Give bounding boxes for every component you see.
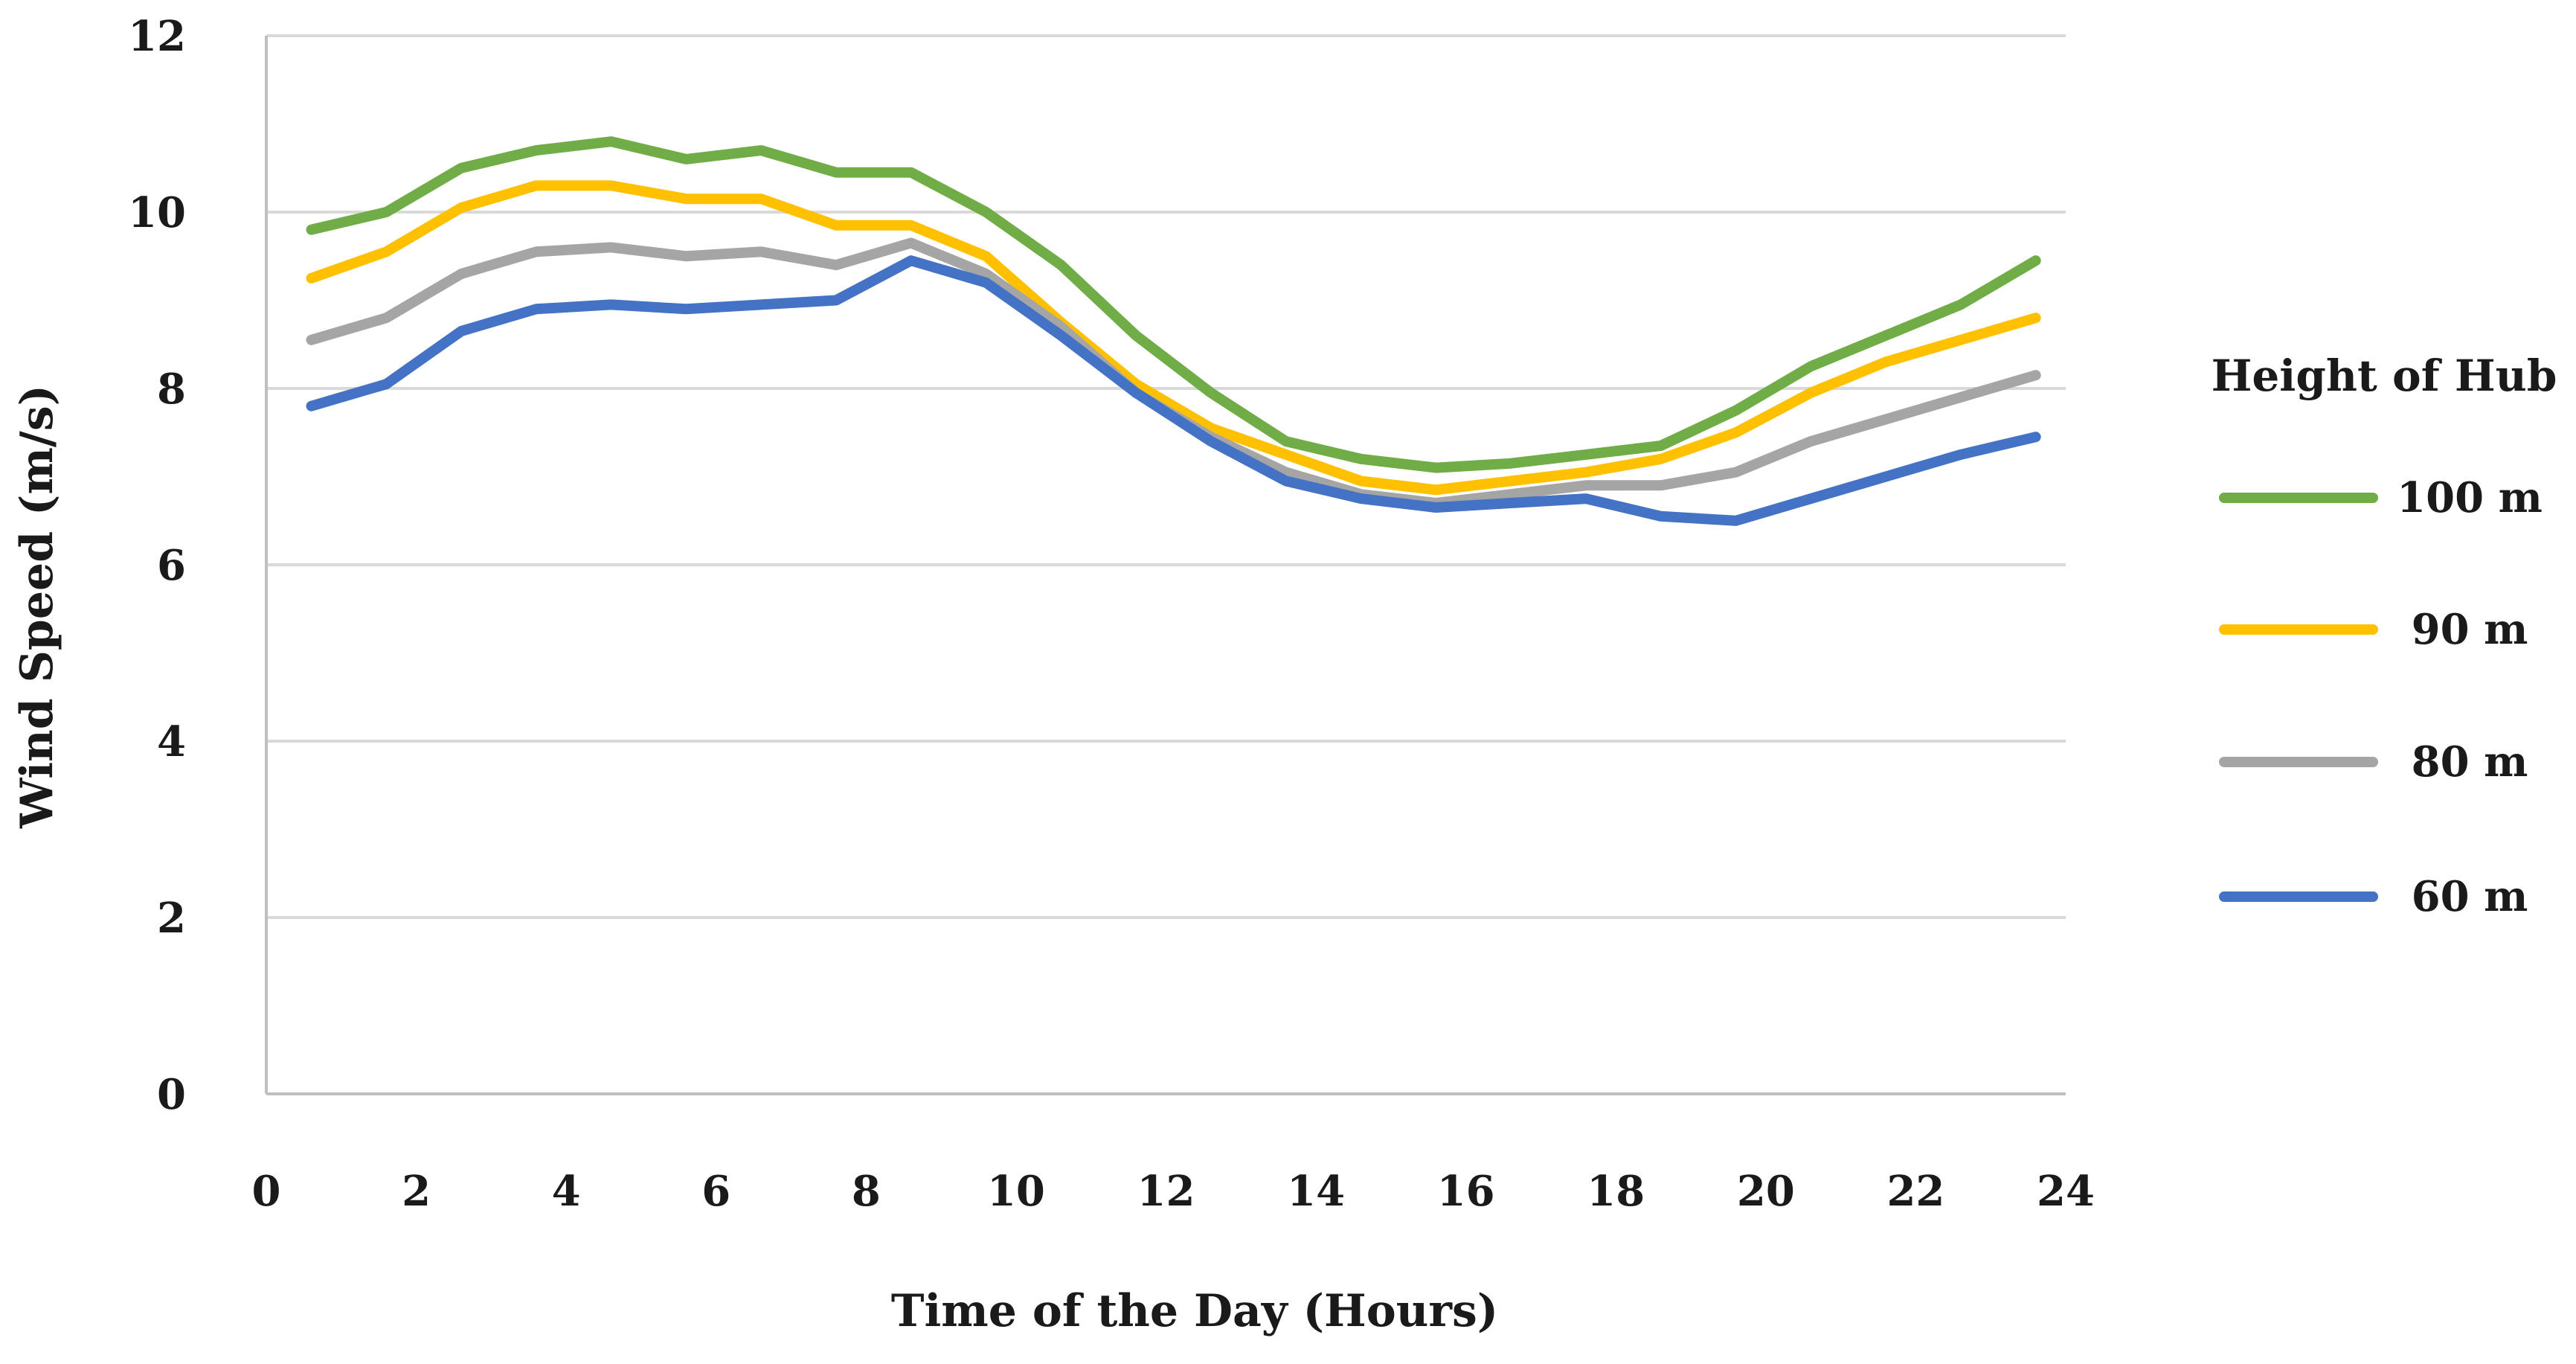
- y-tick-label: 10: [128, 188, 186, 237]
- x-tick-label: 0: [252, 1167, 281, 1216]
- axes: [265, 36, 2066, 1095]
- y-tick-label: 6: [157, 541, 186, 590]
- x-tick-label: 18: [1587, 1167, 1645, 1216]
- series-line-90m: [306, 180, 2041, 496]
- legend-entry-80m: 80 m: [2219, 737, 2528, 787]
- x-tick-label: 20: [1737, 1167, 1795, 1216]
- x-tick-label: 8: [852, 1167, 881, 1216]
- x-axis-title: Time of the Day (Hours): [891, 1285, 1498, 1337]
- legend-label: 80 m: [2412, 737, 2528, 787]
- series-lines: [306, 136, 2041, 526]
- x-tick-label: 6: [701, 1167, 730, 1216]
- y-tick-label: 0: [157, 1070, 186, 1119]
- x-tick-label: 4: [552, 1167, 581, 1216]
- y-tick-label: 12: [128, 12, 186, 61]
- legend-items: 100 m 90 m 80 m 60 m: [2219, 473, 2543, 921]
- x-tick-label: 24: [2037, 1167, 2095, 1216]
- legend-entry-90m: 90 m: [2219, 605, 2528, 654]
- legend-entry-60m: 60 m: [2219, 872, 2528, 921]
- x-tick-label: 22: [1886, 1167, 1944, 1216]
- legend-label: 60 m: [2412, 872, 2528, 921]
- x-tick-label: 12: [1137, 1167, 1195, 1216]
- legend-title: Height of Hub: [2212, 350, 2557, 401]
- y-tick-label: 4: [157, 717, 186, 766]
- x-tick-label: 16: [1437, 1167, 1495, 1216]
- legend-entry-100m: 100 m: [2219, 473, 2543, 522]
- legend-label: 100 m: [2397, 473, 2543, 522]
- legend-label: 90 m: [2412, 605, 2528, 654]
- legend: Height of Hub 100 m 90 m 80 m 60 m: [2212, 350, 2557, 921]
- x-tick-label: 10: [987, 1167, 1045, 1216]
- series-line-100m: [306, 136, 2041, 473]
- x-tick-label: 2: [402, 1167, 431, 1216]
- x-tick-label: 14: [1287, 1167, 1345, 1216]
- series-line-80m: [306, 237, 2041, 508]
- y-axis-title: Wind Speed (m/s): [11, 385, 63, 829]
- gridlines: [266, 34, 2066, 919]
- y-tick-label: 8: [157, 365, 186, 414]
- series-line-60m: [306, 255, 2041, 526]
- y-tick-label: 2: [157, 894, 186, 943]
